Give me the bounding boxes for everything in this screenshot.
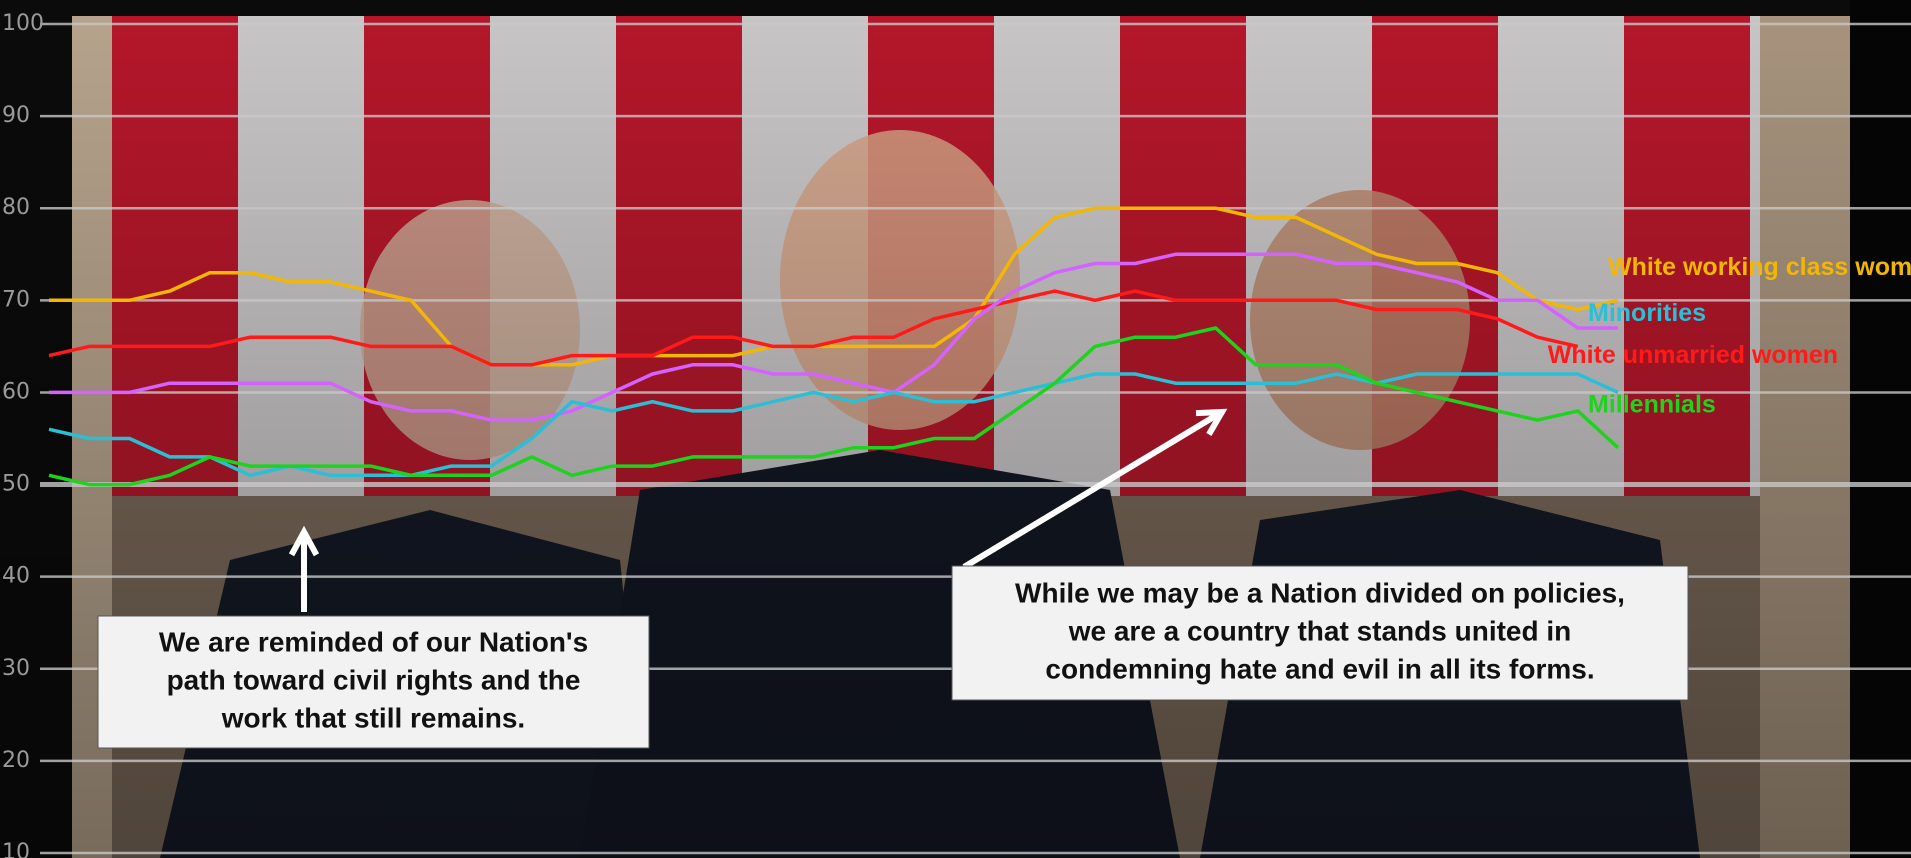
series-label: Millennials — [1588, 390, 1716, 418]
y-tick-label: 20 — [2, 748, 30, 773]
y-tick-label: 100 — [2, 11, 44, 36]
series-line — [49, 206, 1619, 367]
arrow-head — [1195, 408, 1228, 436]
annotation-text: path toward civil rights and the — [167, 664, 581, 695]
arrow — [962, 409, 1224, 570]
series-line — [49, 252, 1618, 422]
y-tick-label: 50 — [2, 472, 30, 497]
series-label: Minorities — [1588, 299, 1706, 327]
y-tick-label: 10 — [2, 840, 30, 858]
arrow-head — [288, 525, 320, 557]
y-tick-label: 40 — [2, 564, 30, 589]
y-tick-label: 70 — [2, 287, 30, 312]
series-line — [48, 326, 1620, 487]
annotation-box — [97, 615, 650, 749]
series-line — [48, 372, 1619, 478]
series-label: White unmarried women — [1548, 341, 1838, 369]
series-label: White working class women — [1608, 253, 1911, 281]
y-tick-label: 80 — [2, 195, 30, 220]
annotation-text: While we may be a Nation divided on poli… — [1015, 577, 1625, 608]
annotation-text: We are reminded of our Nation's — [159, 626, 588, 657]
annotation-text: work that still remains. — [221, 702, 525, 733]
y-tick-label: 60 — [2, 379, 30, 404]
annotation-text: condemning hate and evil in all its form… — [1045, 653, 1594, 684]
y-tick-label: 30 — [2, 656, 30, 681]
y-tick-label: 90 — [2, 103, 30, 128]
series-line — [48, 289, 1579, 367]
annotation-text: we are a country that stands united in — [1068, 615, 1572, 646]
annotation-box — [951, 565, 1689, 701]
